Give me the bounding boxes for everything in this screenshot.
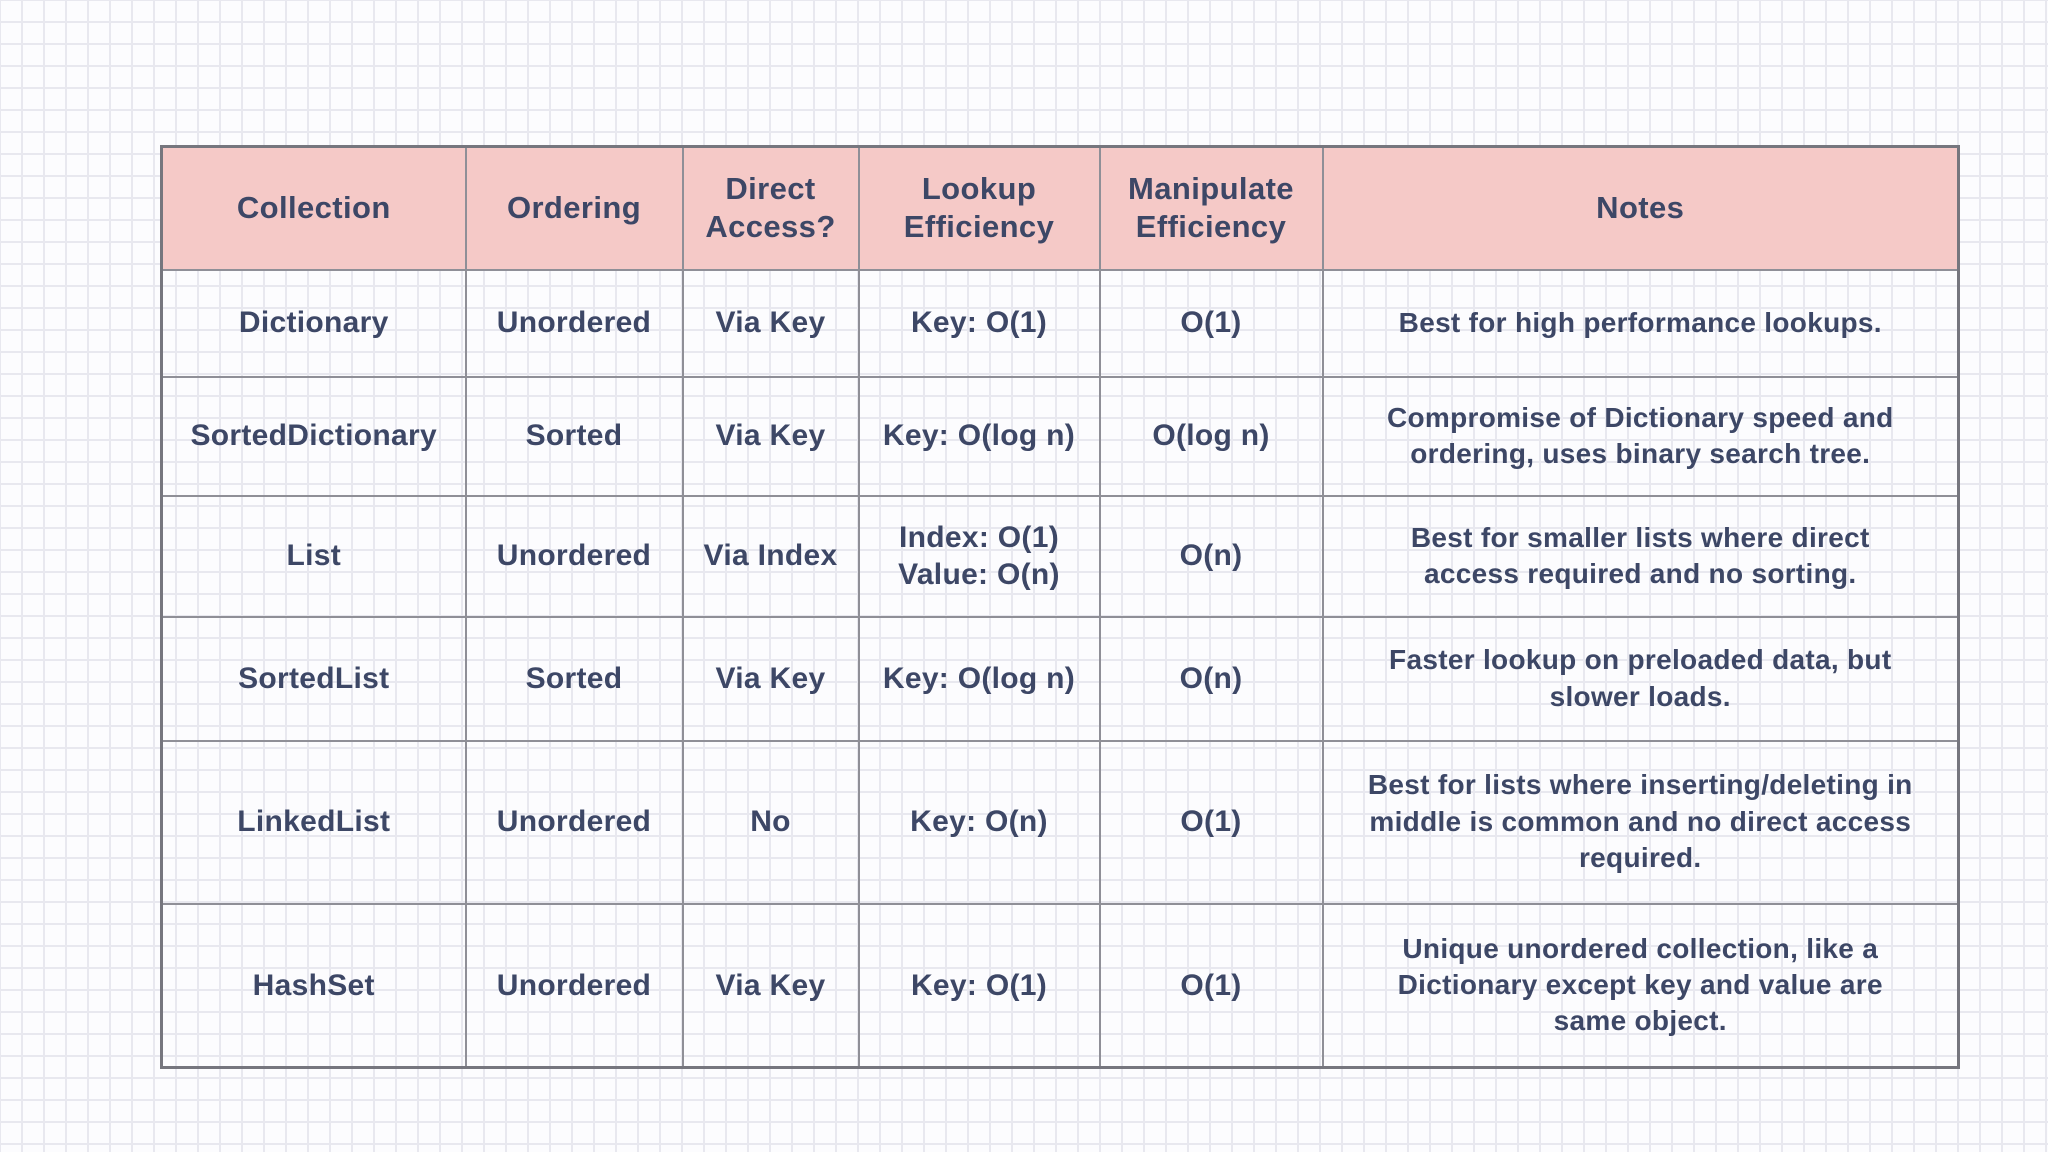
cell-collection: HashSet — [160, 902, 467, 1069]
cell-lookup: Index: O(1) Value: O(n) — [857, 494, 1101, 618]
header-lookup-efficiency: Lookup Efficiency — [857, 145, 1101, 271]
table-row: HashSet Unordered Via Key Key: O(1) O(1) Uniq… — [160, 902, 1960, 1069]
cell-notes: Compromise of Dictionary speed and order… — [1321, 375, 1960, 497]
cell-collection: List — [160, 494, 467, 618]
cell-lookup: Key: O(log n) — [857, 375, 1101, 497]
table-row: SortedList Sorted Via Key Key: O(log n) O(n)… — [160, 615, 1960, 742]
cell-notes: Best for smaller lists where direct acce… — [1321, 494, 1960, 618]
cell-manipulate: O(1) — [1098, 268, 1324, 378]
cell-manipulate: O(log n) — [1098, 375, 1324, 497]
cell-direct-access: Via Key — [681, 375, 860, 497]
cell-manipulate: O(1) — [1098, 902, 1324, 1069]
cell-ordering: Unordered — [464, 902, 684, 1069]
cell-direct-access: Via Key — [681, 268, 860, 378]
cell-ordering: Unordered — [464, 739, 684, 905]
cell-lookup: Key: O(1) — [857, 902, 1101, 1069]
cell-direct-access: Via Key — [681, 615, 860, 742]
cell-notes: Best for high performance lookups. — [1321, 268, 1960, 378]
cell-lookup: Key: O(1) — [857, 268, 1101, 378]
table-row: LinkedList Unordered No Key: O(n) O(1) Best f… — [160, 739, 1960, 905]
table-row: Dictionary Unordered Via Key Key: O(1) O(1) B… — [160, 268, 1960, 378]
header-manipulate-efficiency: Manipulate Efficiency — [1098, 145, 1324, 271]
cell-notes: Best for lists where inserting/deleting … — [1321, 739, 1960, 905]
cell-collection: SortedDictionary — [160, 375, 467, 497]
cell-direct-access: Via Key — [681, 902, 860, 1069]
cell-manipulate: O(n) — [1098, 615, 1324, 742]
cell-ordering: Sorted — [464, 615, 684, 742]
cell-manipulate: O(n) — [1098, 494, 1324, 618]
cell-ordering: Sorted — [464, 375, 684, 497]
cell-notes: Unique unordered collection, like a Dict… — [1321, 902, 1960, 1069]
cell-collection: LinkedList — [160, 739, 467, 905]
cell-direct-access: Via Index — [681, 494, 860, 618]
table-header-row: Collection Ordering Direct Access? Looku… — [160, 145, 1960, 271]
header-direct-access: Direct Access? — [681, 145, 860, 271]
cell-direct-access: No — [681, 739, 860, 905]
cell-collection: Dictionary — [160, 268, 467, 378]
table-row: List Unordered Via Index Index: O(1) Value:… — [160, 494, 1960, 618]
header-collection: Collection — [160, 145, 467, 271]
cell-ordering: Unordered — [464, 494, 684, 618]
cell-notes: Faster lookup on preloaded data, but slo… — [1321, 615, 1960, 742]
header-ordering: Ordering — [464, 145, 684, 271]
header-notes: Notes — [1321, 145, 1960, 271]
cell-manipulate: O(1) — [1098, 739, 1324, 905]
cell-collection: SortedList — [160, 615, 467, 742]
table-row: SortedDictionary Sorted Via Key Key: O(log … — [160, 375, 1960, 497]
cell-ordering: Unordered — [464, 268, 684, 378]
cell-lookup: Key: O(n) — [857, 739, 1101, 905]
cell-lookup: Key: O(log n) — [857, 615, 1101, 742]
collections-table: Collection Ordering Direct Access? Looku… — [160, 145, 1960, 1069]
